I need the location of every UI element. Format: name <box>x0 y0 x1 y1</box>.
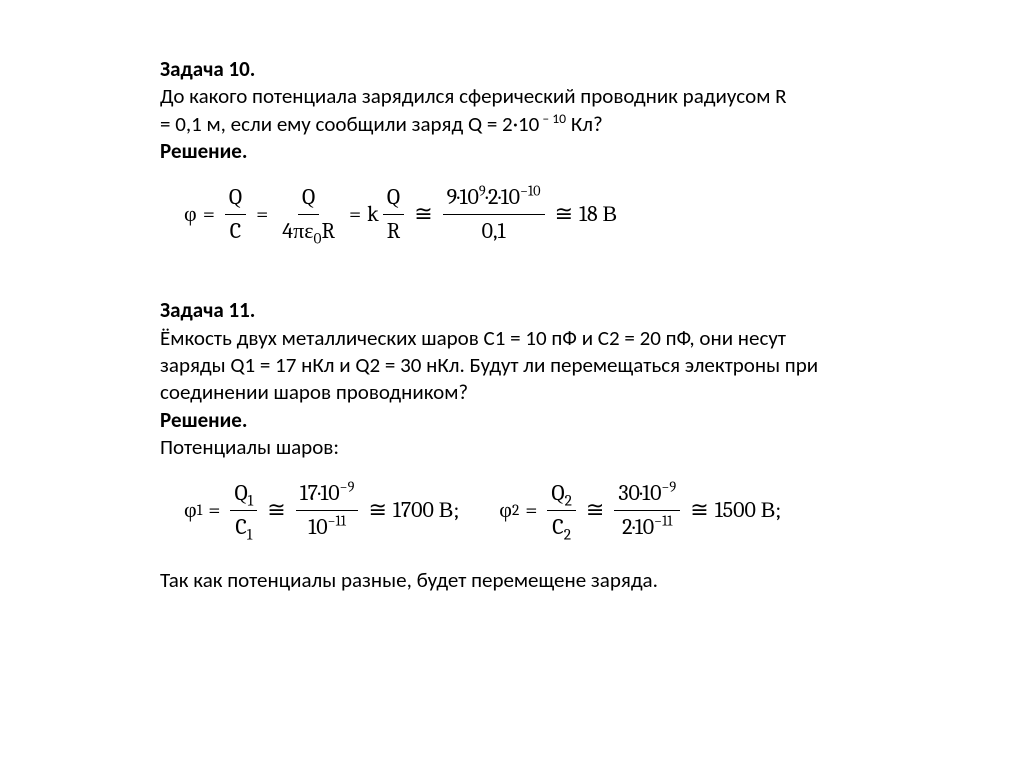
equals-1: = <box>203 200 215 229</box>
problem-10-line1: До какого потенциала зарядился сферическ… <box>160 83 920 110</box>
num-a: 30·10 <box>618 480 661 506</box>
equals-2: = <box>256 200 268 229</box>
frac-den: C2 <box>548 511 575 542</box>
frac-den: C <box>226 215 245 246</box>
problem-10-formula: φ = Q C = Q 4πε0R = k Q R ≅ 9·109·2·10−1… <box>184 183 920 245</box>
problem-11-potentials-label: Потенциалы шаров: <box>160 434 920 461</box>
den-c: C <box>552 514 563 540</box>
frac-num: Q <box>225 183 246 215</box>
phi2-expression: φ2 = Q2 C2 ≅ 30·10−9 2·10−11 ≅ 1500 <box>499 479 781 541</box>
den-e: −11 <box>654 512 672 529</box>
frac-q-over-4pie0r: Q 4πε0R <box>278 183 339 245</box>
problem-10-solution-label: Решение. <box>160 138 920 165</box>
frac-kq-over-r: Q R <box>383 183 405 245</box>
den-a: 4πε <box>282 218 313 244</box>
frac-num: 17·10−9 <box>296 479 359 511</box>
den-b: R <box>321 218 335 244</box>
approx: ≅ <box>267 496 285 525</box>
approx: ≅ <box>690 496 708 525</box>
frac-q1-over-c1: Q1 C1 <box>230 479 257 541</box>
document-page: Задача 10. До какого потенциала зарядилс… <box>0 0 920 595</box>
problem-11-formula-row: φ1 = Q1 C1 ≅ 17·10−9 10−11 ≅ 1700 В; <box>184 479 920 541</box>
den-sub: 1 <box>247 525 253 543</box>
num-q: Q <box>234 480 247 506</box>
approx-1: ≅ <box>414 200 432 229</box>
phi-symbol: φ <box>184 496 197 525</box>
num-e2: −10 <box>520 183 541 200</box>
frac-num: Q1 <box>230 479 257 511</box>
num-sub: 1 <box>248 492 254 510</box>
problem-10-line2: = 0,1 м, если ему сообщили заряд Q = 2·1… <box>160 111 920 138</box>
frac-numeric-1: 17·10−9 10−11 <box>296 479 359 541</box>
den-e: −11 <box>328 512 346 529</box>
result-2: 1500 В; <box>715 496 781 525</box>
problem-11-line3: соединении шаров проводником? <box>160 379 920 406</box>
problem-11-line1: Ёмкость двух металлических шаров C1 = 10… <box>160 325 920 352</box>
phi-symbol: φ <box>184 200 197 229</box>
problem-11-title: Задача 11. <box>160 297 920 324</box>
frac-den: 0,1 <box>478 215 510 246</box>
frac-q2-over-c2: Q2 C2 <box>547 479 575 541</box>
equals-3: = <box>349 200 361 229</box>
result-1: 1700 В; <box>393 496 459 525</box>
frac-den: R <box>383 215 405 246</box>
den-sub: 2 <box>564 525 571 543</box>
den-a: 10 <box>308 514 327 540</box>
frac-den: 4πε0R <box>278 215 339 246</box>
p10-line2-prefix: = 0,1 м, если ему сообщили заряд Q = 2·1… <box>160 111 539 137</box>
frac-numeric: 9·109·2·10−10 0,1 <box>443 183 545 245</box>
num-a: 9·10 <box>447 184 479 210</box>
frac-num: Q2 <box>547 479 575 511</box>
num-q: Q <box>551 480 564 506</box>
approx: ≅ <box>368 496 386 525</box>
num-e1: 9 <box>479 183 486 200</box>
problem-10-title: Задача 10. <box>160 56 920 83</box>
frac-den: 2·10−11 <box>618 511 676 542</box>
problem-11-conclusion: Так как потенциалы разные, будет перемещ… <box>160 567 920 594</box>
num-b: ·2·10 <box>486 184 520 210</box>
frac-q-over-c: Q C <box>225 183 246 245</box>
frac-num: Q <box>383 183 404 215</box>
approx: ≅ <box>586 496 604 525</box>
k-symbol: k <box>367 200 379 229</box>
frac-den: 10−11 <box>304 511 350 542</box>
num-sub: 2 <box>565 492 572 510</box>
equals: = <box>525 496 537 525</box>
spacer <box>160 559 920 567</box>
frac-num: 9·109·2·10−10 <box>443 183 545 215</box>
equals: = <box>208 496 220 525</box>
problem-11-solution-label: Решение. <box>160 407 920 434</box>
approx-2: ≅ <box>555 200 573 229</box>
phi-symbol: φ <box>499 496 512 525</box>
num-e: −9 <box>662 479 677 496</box>
spacer <box>160 263 920 297</box>
frac-num: 30·10−9 <box>614 479 680 511</box>
frac-numeric-2: 30·10−9 2·10−11 <box>614 479 680 541</box>
phi1-expression: φ1 = Q1 C1 ≅ 17·10−9 10−11 ≅ 1700 В; <box>184 479 459 541</box>
p10-line2-suffix: Кл? <box>566 111 603 137</box>
num-a: 17·10 <box>300 480 340 506</box>
result-value: 18 В <box>579 200 617 229</box>
num-e: −9 <box>340 479 355 496</box>
den-a: 2·10 <box>622 514 654 540</box>
den-c: C <box>235 514 246 540</box>
frac-num: Q <box>298 183 319 215</box>
p10-line2-exp: – 10 <box>539 110 566 127</box>
frac-den: C1 <box>231 511 256 542</box>
problem-11-line2: заряды Q1 = 17 нКл и Q2 = 30 нКл. Будут … <box>160 352 920 379</box>
